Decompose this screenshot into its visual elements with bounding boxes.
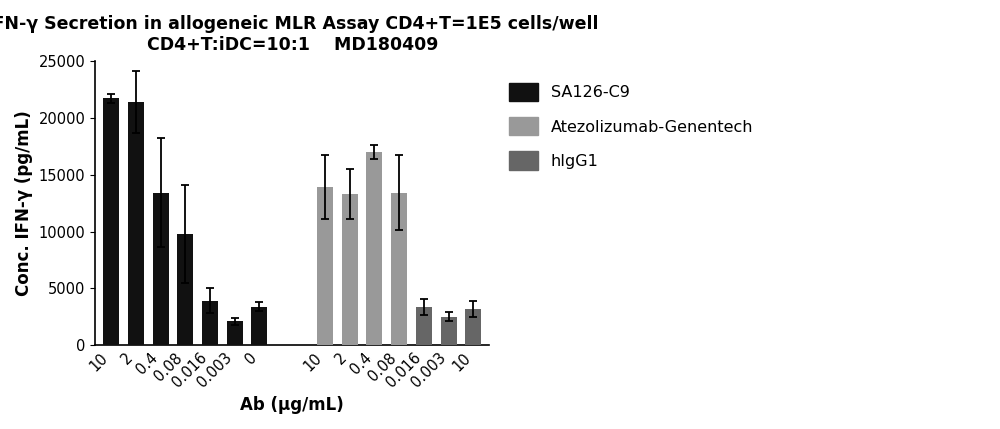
Legend: SA126-C9, Atezolizumab-Genentech, hIgG1: SA126-C9, Atezolizumab-Genentech, hIgG1 <box>501 75 761 178</box>
Bar <box>441 317 457 345</box>
Bar <box>128 102 144 345</box>
Bar <box>153 193 169 345</box>
X-axis label: Ab (μg/mL): Ab (μg/mL) <box>240 396 344 414</box>
Bar <box>342 194 358 345</box>
Bar <box>317 187 333 345</box>
Bar <box>103 98 119 345</box>
Bar <box>416 307 432 345</box>
Title: IFN-γ Secretion in allogeneic MLR Assay CD4+T=1E5 cells/well
CD4+T:iDC=10:1    M: IFN-γ Secretion in allogeneic MLR Assay … <box>0 15 598 54</box>
Bar <box>202 301 218 345</box>
Bar <box>366 152 382 345</box>
Bar <box>177 234 193 345</box>
Bar <box>391 193 407 345</box>
Bar <box>227 321 243 345</box>
Bar <box>465 309 481 345</box>
Bar <box>251 307 267 345</box>
Y-axis label: Conc. IFN-γ (pg/mL): Conc. IFN-γ (pg/mL) <box>15 110 33 296</box>
